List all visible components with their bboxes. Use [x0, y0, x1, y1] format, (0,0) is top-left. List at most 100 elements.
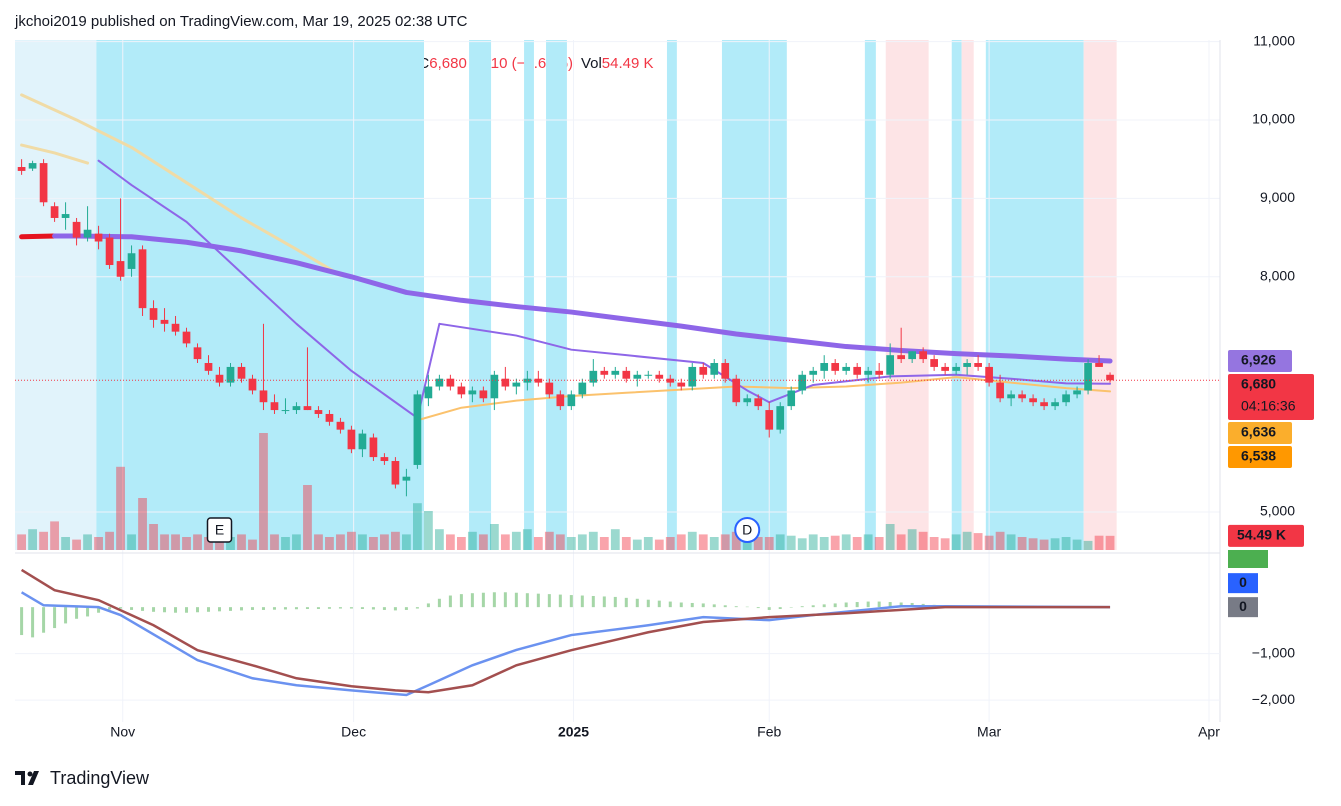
- candle-body: [270, 402, 279, 411]
- volume-bar: [841, 534, 851, 550]
- histogram-bar: [877, 601, 881, 608]
- volume-bar: [193, 534, 202, 550]
- candle-body: [600, 370, 609, 375]
- volume-bar: [566, 537, 576, 550]
- volume-bar: [17, 534, 26, 550]
- volume-bar: [358, 534, 367, 550]
- volume-bar: [347, 531, 356, 550]
- histogram-bar: [130, 607, 134, 610]
- histogram-bar: [833, 603, 837, 608]
- x-tick-label: Nov: [110, 724, 135, 740]
- volume-bar: [896, 534, 906, 550]
- volume-bar: [929, 537, 939, 550]
- histogram-bar: [86, 607, 90, 617]
- volume-bar: [105, 531, 114, 550]
- histogram-bar: [888, 602, 892, 608]
- candle-body: [1029, 398, 1037, 403]
- histogram-bar: [822, 604, 826, 608]
- histogram-bar: [547, 594, 551, 608]
- histogram-bar: [207, 607, 211, 612]
- histogram-bar: [437, 598, 441, 608]
- volume-bar: [259, 433, 268, 550]
- histogram-bar: [163, 607, 167, 613]
- volume-bar: [1028, 538, 1038, 550]
- volume-bar: [182, 537, 191, 550]
- histogram-bar: [42, 607, 46, 633]
- histogram-bar: [283, 607, 287, 610]
- candle-body: [435, 378, 444, 387]
- candle-body: [94, 233, 103, 242]
- candle-body: [776, 406, 785, 430]
- histogram-bar: [613, 596, 617, 608]
- histogram-bar: [305, 607, 309, 610]
- y-tick-label: 11,000: [1253, 32, 1295, 48]
- price-label: 6,680: [1241, 376, 1276, 392]
- histogram-bar: [899, 602, 903, 608]
- volume-bar: [149, 524, 158, 550]
- volume-bar: [533, 537, 543, 550]
- candle-body: [644, 374, 653, 376]
- candle-body: [50, 206, 59, 218]
- histogram-bar: [459, 594, 463, 608]
- volume-bar: [830, 535, 840, 550]
- candle-body: [116, 261, 125, 277]
- histogram-bar: [349, 607, 353, 609]
- candle-body: [1051, 402, 1059, 407]
- candle-body: [996, 382, 1004, 399]
- candle-body: [72, 221, 81, 238]
- histogram-bar: [294, 607, 298, 610]
- volume-bar: [215, 539, 224, 550]
- volume-bar: [467, 531, 477, 550]
- volume-bar: [72, 539, 81, 550]
- volume-bar: [621, 537, 631, 550]
- candle-body: [501, 378, 510, 387]
- tradingview-logo: [15, 771, 39, 785]
- volume-bar: [1083, 540, 1093, 550]
- indicator-box: [1228, 550, 1268, 568]
- candle-body: [765, 410, 774, 430]
- volume-bar: [270, 534, 279, 550]
- zone: [721, 40, 787, 550]
- volume-bar: [555, 534, 565, 550]
- candle-body: [446, 378, 455, 387]
- histogram-bar: [217, 607, 221, 612]
- candle-body: [534, 378, 543, 383]
- volume-bar: [292, 534, 301, 550]
- histogram-bar: [108, 607, 112, 610]
- price-label: 6,538: [1241, 448, 1276, 464]
- y-tick-label: 5,000: [1260, 503, 1295, 519]
- zone: [885, 40, 929, 550]
- volume-bar: [478, 534, 488, 550]
- zone: [666, 40, 677, 550]
- ohlc-value: 6,680: [429, 55, 467, 72]
- histogram-bar: [327, 607, 331, 609]
- volume-bar: [369, 537, 378, 550]
- candle-body: [710, 363, 719, 375]
- histogram-bar: [855, 602, 859, 608]
- candle-body: [1073, 390, 1081, 395]
- volume-bar: [643, 537, 653, 550]
- candle-body: [1095, 363, 1103, 367]
- volume-bar: [720, 534, 730, 550]
- histogram-bar: [272, 607, 276, 610]
- volume-bar: [456, 537, 466, 550]
- candle-body: [292, 406, 301, 411]
- candle-body: [424, 386, 433, 399]
- candle-body: [688, 366, 697, 387]
- histogram-bar: [426, 603, 430, 608]
- histogram-bar: [800, 606, 804, 608]
- volume-bar: [654, 539, 664, 550]
- volume-bar: [962, 531, 972, 550]
- histogram-bar: [701, 603, 705, 608]
- zone: [985, 40, 1084, 550]
- candle-body: [699, 366, 708, 375]
- histogram-bar: [75, 607, 79, 619]
- candle-body: [204, 363, 213, 371]
- candle-body: [952, 366, 960, 371]
- price-label-box: [1228, 445, 1292, 468]
- candle-body: [974, 363, 982, 367]
- volume-bar: [116, 466, 125, 550]
- candle-body: [105, 237, 114, 266]
- y-tick-label: 9,000: [1260, 189, 1295, 205]
- volume-bar: [753, 537, 763, 550]
